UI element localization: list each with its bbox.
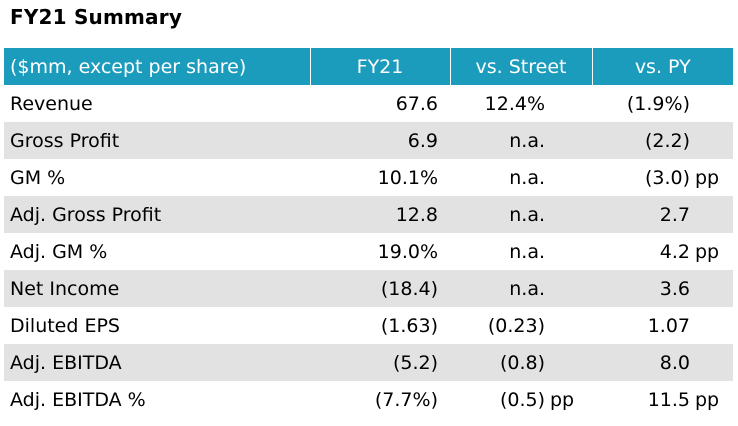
value: 11.5 bbox=[647, 388, 690, 411]
unit: pp bbox=[695, 166, 720, 189]
cell-vs-py: (1.9%) bbox=[592, 85, 733, 122]
table-row: Adj. EBITDA (5.2) (0.8) 8.0 bbox=[4, 344, 733, 381]
value: 12.4% bbox=[484, 92, 545, 115]
table-row: Revenue 67.6 12.4% (1.9%) bbox=[4, 85, 733, 122]
page-title: FY21 Summary bbox=[10, 5, 183, 29]
value: (3.0) bbox=[644, 166, 690, 189]
unit: pp bbox=[695, 240, 720, 263]
cell-vs-street: (0.23) bbox=[450, 307, 592, 344]
value: n.a. bbox=[509, 166, 545, 189]
row-label: Adj. EBITDA bbox=[4, 344, 310, 381]
value: n.a. bbox=[509, 203, 545, 226]
cell-vs-py: 8.0 bbox=[592, 344, 733, 381]
table-header-row: ($mm, except per share) FY21 vs. Street … bbox=[4, 48, 733, 85]
cell-fy21: 6.9 bbox=[310, 122, 450, 159]
value: (0.8) bbox=[499, 351, 545, 374]
row-label: Diluted EPS bbox=[10, 314, 120, 337]
table-row: Adj. GM % 19.0% n.a. 4.2 pp bbox=[4, 233, 733, 270]
value: 2.7 bbox=[659, 203, 690, 226]
table-row: Diluted EPS (1.63) (0.23) 1.07 bbox=[4, 307, 733, 344]
cell-vs-py: 1.07 bbox=[592, 307, 733, 344]
cell-vs-street: n.a. bbox=[450, 159, 592, 196]
cell-vs-street: (0.5) pp bbox=[450, 381, 592, 418]
value: 3.6 bbox=[659, 277, 690, 300]
row-label: Revenue bbox=[10, 92, 93, 115]
table-row: Gross Profit 6.9 n.a. (2.2) bbox=[4, 122, 733, 159]
cell-vs-street: n.a. bbox=[450, 270, 592, 307]
unit: pp bbox=[550, 388, 575, 411]
unit: pp bbox=[695, 388, 720, 411]
value: (0.5) bbox=[499, 388, 545, 411]
summary-table: ($mm, except per share) FY21 vs. Street … bbox=[4, 48, 733, 418]
value: (1.9%) bbox=[626, 92, 690, 115]
value: n.a. bbox=[509, 129, 545, 152]
row-label: Adj. EBITDA % bbox=[10, 388, 146, 411]
cell-vs-py: 3.6 bbox=[592, 270, 733, 307]
table-row: GM % 10.1% n.a. (3.0) pp bbox=[4, 159, 733, 196]
row-label: GM % bbox=[10, 166, 66, 189]
cell-vs-py: 2.7 bbox=[592, 196, 733, 233]
table-row: Adj. EBITDA % (7.7%) (0.5) pp 11.5 pp bbox=[4, 381, 733, 418]
header-label: ($mm, except per share) bbox=[4, 48, 310, 85]
cell-fy21: 10.1% bbox=[377, 166, 438, 189]
header-vs-py: vs. PY bbox=[591, 48, 733, 85]
row-label: Adj. GM % bbox=[10, 240, 108, 263]
table-row: Net Income (18.4) n.a. 3.6 bbox=[4, 270, 733, 307]
value: 4.2 bbox=[659, 240, 690, 263]
cell-fy21: (1.63) bbox=[380, 314, 438, 337]
cell-fy21: 19.0% bbox=[377, 240, 438, 263]
value: 8.0 bbox=[659, 351, 690, 374]
cell-vs-py: (2.2) bbox=[592, 122, 733, 159]
cell-vs-street: n.a. bbox=[450, 233, 592, 270]
row-label: Adj. Gross Profit bbox=[4, 196, 310, 233]
cell-fy21: (5.2) bbox=[310, 344, 450, 381]
row-label: Gross Profit bbox=[4, 122, 310, 159]
cell-vs-street: 12.4% bbox=[450, 85, 592, 122]
cell-vs-py: 4.2 pp bbox=[592, 233, 733, 270]
header-fy21: FY21 bbox=[309, 48, 450, 85]
cell-fy21: (7.7%) bbox=[374, 388, 438, 411]
header-vs-street: vs. Street bbox=[449, 48, 592, 85]
value: 1.07 bbox=[647, 314, 690, 337]
value: n.a. bbox=[509, 240, 545, 263]
value: (0.23) bbox=[487, 314, 545, 337]
cell-fy21: 67.6 bbox=[395, 92, 438, 115]
cell-vs-py: 11.5 pp bbox=[592, 381, 733, 418]
cell-vs-py: (3.0) pp bbox=[592, 159, 733, 196]
value: n.a. bbox=[509, 277, 545, 300]
cell-fy21: (18.4) bbox=[310, 270, 450, 307]
value: (2.2) bbox=[644, 129, 690, 152]
cell-vs-street: n.a. bbox=[450, 122, 592, 159]
table-row: Adj. Gross Profit 12.8 n.a. 2.7 bbox=[4, 196, 733, 233]
cell-vs-street: n.a. bbox=[450, 196, 592, 233]
cell-fy21: 12.8 bbox=[310, 196, 450, 233]
row-label: Net Income bbox=[4, 270, 310, 307]
cell-vs-street: (0.8) bbox=[450, 344, 592, 381]
